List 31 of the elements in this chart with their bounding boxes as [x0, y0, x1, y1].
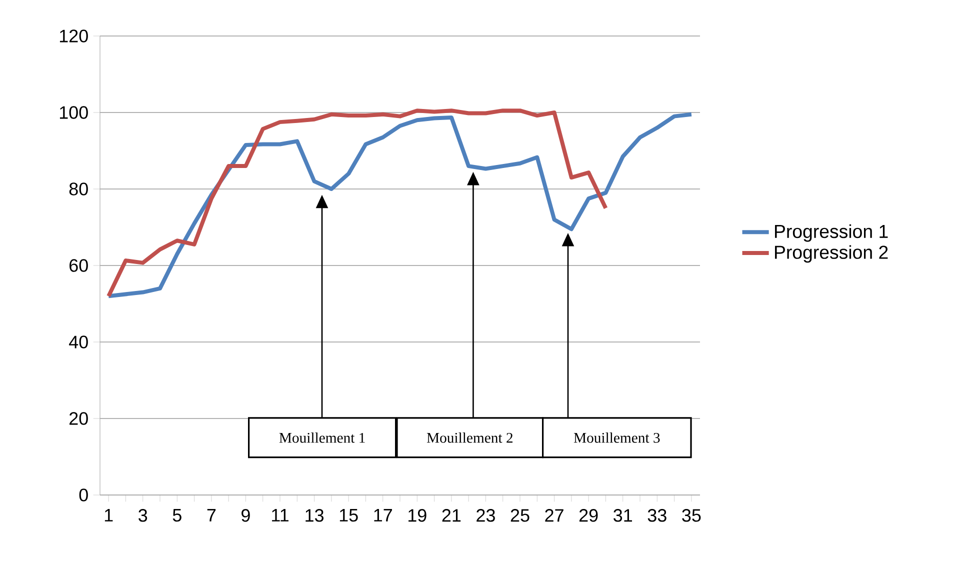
legend-label: Progression 1 — [775, 224, 888, 242]
x-tick-label: 23 — [476, 509, 495, 522]
x-tick-label: 1 — [104, 509, 113, 522]
x-tick-label: 13 — [306, 509, 324, 522]
x-tick-label: 3 — [138, 509, 148, 522]
x-tick-label: 19 — [408, 509, 426, 522]
x-tick-label: 9 — [242, 509, 250, 522]
y-tick-label: 60 — [70, 259, 88, 272]
y-tick-label: 120 — [60, 30, 88, 42]
legend-label: Progression 2 — [775, 245, 888, 263]
annotation: Mouillement 3 — [574, 432, 660, 443]
y-tick-label: 20 — [70, 412, 88, 425]
x-tick-label: 31 — [614, 509, 632, 522]
x-tick-label: 17 — [374, 509, 392, 522]
x-tick-label: 27 — [545, 509, 564, 522]
x-tick-label: 5 — [172, 509, 182, 522]
line-series — [106, 108, 608, 298]
annotation: Mouillement 2 — [426, 432, 512, 443]
x-tick-label: 15 — [340, 509, 358, 522]
x-tick-label: 33 — [648, 509, 666, 522]
x-tick-label: 35 — [682, 509, 701, 522]
y-tick-label: 80 — [69, 182, 88, 196]
y-tick-label: 40 — [69, 336, 88, 348]
x-tick-label: 11 — [272, 509, 288, 522]
x-tick-label: 29 — [579, 509, 598, 522]
y-tick-label: 0 — [79, 488, 88, 502]
x-tick-label: 25 — [510, 509, 530, 522]
y-tick-label: 100 — [60, 106, 88, 119]
annotation: Mouillement 1 — [279, 432, 365, 443]
x-tick-label: 7 — [207, 509, 216, 522]
x-tick-label: 21 — [442, 509, 461, 522]
